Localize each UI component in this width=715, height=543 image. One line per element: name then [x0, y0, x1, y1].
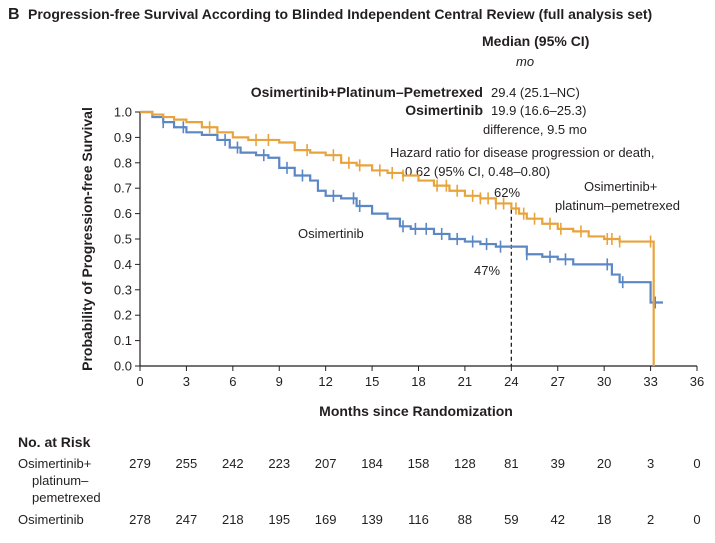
annotation-62: 62%	[494, 185, 520, 200]
series-label-combo-line1: Osimertinib+	[584, 179, 657, 194]
risk-label-combo-1: Osimertinib+	[18, 456, 92, 471]
x-tick-label: 18	[411, 374, 425, 389]
risk-value: 59	[504, 512, 519, 527]
risk-value: 18	[596, 512, 612, 527]
hazard-ratio-line2: 0.62 (95% CI, 0.48–0.80)	[405, 164, 550, 179]
x-tick-label: 21	[458, 374, 472, 389]
risk-value: 195	[268, 512, 291, 527]
y-tick-label: 0.9	[114, 130, 132, 145]
risk-value: 207	[314, 456, 337, 471]
legend-value-combo: 29.4 (25.1–NC)	[491, 85, 580, 100]
y-tick-label: 0.2	[114, 308, 132, 323]
chart-title: Progression-free Survival According to B…	[28, 6, 652, 22]
risk-value: 242	[221, 456, 244, 471]
x-tick-label: 0	[136, 374, 143, 389]
x-tick-label: 30	[597, 374, 611, 389]
y-tick-label: 0.6	[114, 206, 132, 221]
risk-value: 20	[596, 456, 612, 471]
legend-value-osi: 19.9 (16.6–25.3)	[491, 103, 586, 118]
x-tick-label: 36	[690, 374, 704, 389]
risk-value: 247	[175, 512, 198, 527]
y-tick-label: 0.3	[114, 282, 132, 297]
risk-value: 223	[268, 456, 291, 471]
y-tick-label: 0.7	[114, 181, 132, 196]
risk-value: 81	[504, 456, 519, 471]
x-tick-label: 24	[504, 374, 518, 389]
y-tick-label: 0.8	[114, 155, 132, 170]
y-tick-label: 0.4	[114, 257, 132, 272]
risk-value: 39	[550, 456, 565, 471]
hazard-ratio-line1: Hazard ratio for disease progression or …	[390, 145, 654, 160]
risk-table-title: No. at Risk	[18, 434, 91, 450]
risk-value: 139	[361, 512, 383, 527]
x-axis-label: Months since Randomization	[319, 403, 513, 419]
legend-name-combo: Osimertinib+Platinum–Pemetrexed	[251, 84, 483, 100]
risk-value: 218	[221, 512, 244, 527]
x-tick-label: 9	[276, 374, 283, 389]
x-tick-label: 3	[183, 374, 190, 389]
y-axis-label: Probability of Progression-free Survival	[79, 107, 95, 371]
x-tick-label: 12	[318, 374, 332, 389]
panel-letter: B	[8, 6, 20, 23]
curves	[140, 110, 663, 366]
risk-value: 169	[314, 512, 337, 527]
risk-value: 279	[129, 456, 151, 471]
risk-value: 278	[129, 512, 151, 527]
y-tick-label: 1.0	[114, 105, 132, 120]
risk-value: 42	[550, 512, 565, 527]
risk-value: 0	[693, 512, 701, 527]
median-header: Median (95% CI)	[482, 33, 589, 49]
median-unit: mo	[516, 54, 534, 69]
risk-value: 3	[646, 456, 655, 471]
axes: 0 3 6 9 12 15 18 21 24 27 30 33 360.00.10.20.30.40.5…	[114, 105, 704, 390]
series-line-1	[140, 110, 663, 304]
risk-value: 116	[408, 512, 429, 527]
y-tick-label: 0.1	[114, 333, 132, 348]
risk-value: 88	[457, 512, 473, 527]
series-line-0	[140, 110, 655, 366]
series-label-combo-line2: platinum–pemetrexed	[555, 198, 680, 213]
series-label-osi: Osimertinib	[298, 226, 364, 241]
y-tick-label: 0.5	[114, 232, 132, 247]
risk-value: 0	[693, 456, 701, 471]
risk-label-osi: Osimertinib	[18, 512, 84, 527]
risk-value: 128	[454, 456, 476, 471]
risk-label-combo-2: platinum–	[32, 473, 89, 488]
x-tick-label: 27	[551, 374, 565, 389]
risk-value: 184	[361, 456, 383, 471]
x-tick-label: 33	[643, 374, 657, 389]
risk-label-combo-3: pemetrexed	[32, 490, 101, 505]
legend-difference: difference, 9.5 mo	[483, 122, 587, 137]
x-tick-label: 15	[365, 374, 379, 389]
risk-value: 2	[646, 512, 655, 527]
x-tick-label: 6	[229, 374, 236, 389]
risk-value: 158	[407, 456, 430, 471]
legend-name-osi: Osimertinib	[405, 102, 483, 118]
risk-value: 255	[175, 456, 198, 471]
annotation-47: 47%	[474, 263, 500, 278]
y-tick-label: 0.0	[114, 359, 132, 374]
